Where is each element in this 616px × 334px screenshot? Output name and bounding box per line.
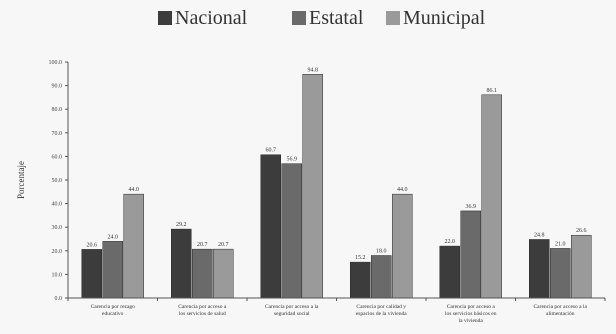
legend-label: Nacional: [175, 7, 248, 29]
legend-item-nacional: Nacional: [158, 7, 248, 29]
y-tick-label: 40.0: [52, 202, 63, 208]
bar-group: 15.2 18.0 44.0: [350, 187, 413, 299]
y-tick-label: 0.0: [55, 296, 63, 302]
data-label: 15.2: [355, 255, 366, 261]
y-tick-label: 60.0: [52, 154, 63, 160]
data-label: 56.9: [287, 157, 298, 163]
bar-municipal: [123, 193, 144, 299]
legend-swatch: [158, 11, 172, 25]
data-label: 20.7: [197, 242, 208, 248]
bar-group: 22.0 36.9 86.1: [439, 88, 502, 299]
x-tick-label: Carencia por acceso a los servicios básic…: [445, 304, 497, 324]
data-label: 20.6: [87, 242, 98, 248]
y-axis: 0.0 10.0 20.0 30.0 40.0 50.0 60.0 70.0 80.0 90.0 1…: [16, 60, 69, 302]
data-label: 21.0: [555, 241, 566, 247]
data-label: 94.8: [308, 67, 319, 73]
data-label: 24.0: [108, 234, 119, 240]
x-tick-label: Carencia por rezago educativo: [91, 304, 136, 317]
bar-nacional: [260, 154, 281, 299]
y-tick-label: 90.0: [52, 84, 63, 90]
bar-group: 24.8 21.0 26.6: [529, 228, 592, 299]
bar-nacional: [81, 249, 102, 299]
bar-municipal: [392, 193, 413, 299]
bar-estatal: [281, 163, 302, 299]
legend-item-municipal: Municipal: [386, 7, 486, 29]
bar-nacional: [439, 245, 460, 299]
data-label: 44.0: [129, 187, 140, 193]
y-tick-label: 80.0: [52, 107, 63, 113]
bar-municipal: [302, 74, 323, 299]
legend: Nacional Estatal Municipal: [158, 7, 486, 29]
x-axis: Carencia por rezago educativo Carencia por…: [67, 297, 606, 324]
legend-item-estatal: Estatal: [292, 7, 364, 29]
bar-estatal: [192, 248, 213, 299]
bar-estatal: [550, 248, 571, 299]
legend-swatch: [386, 11, 400, 25]
data-label: 20.7: [218, 242, 229, 248]
bar-municipal: [571, 234, 592, 299]
bar-nacional: [171, 228, 192, 299]
data-label: 60.7: [266, 148, 277, 154]
x-tick-label: Carencia por calidad y espacios de la viv…: [356, 304, 407, 317]
y-tick-label: 10.0: [52, 272, 63, 278]
bars: 20.6 24.0 44.0 29.2 20.7 20.7 60.7 56.9 94.8 15.2…: [81, 67, 592, 299]
legend-label: Estatal: [309, 7, 364, 29]
y-tick-label: 100.0: [49, 60, 63, 66]
y-tick-label: 50.0: [52, 178, 63, 184]
bar-nacional: [350, 261, 371, 299]
y-tick-label: 20.0: [52, 249, 63, 255]
data-label: 24.8: [534, 232, 545, 238]
data-label: 29.2: [176, 222, 187, 228]
y-tick-label: 30.0: [52, 225, 63, 231]
x-tick-label: Carencia por acceso a la alimentación: [534, 304, 588, 317]
legend-swatch: [292, 11, 306, 25]
data-label: 18.0: [376, 249, 387, 255]
bar-estatal: [460, 210, 481, 299]
legend-label: Municipal: [403, 7, 486, 29]
bar-estatal: [371, 255, 392, 299]
bar-nacional: [529, 239, 550, 299]
bar-group: 60.7 56.9 94.8: [260, 67, 323, 299]
data-label: 36.9: [466, 204, 477, 210]
bar-estatal: [102, 241, 123, 299]
x-tick-label: Carencia por acceso a los servicios de sa…: [178, 304, 227, 317]
data-label: 44.0: [397, 187, 408, 193]
bar-group: 20.6 24.0 44.0: [81, 187, 144, 299]
bar-municipal: [481, 94, 502, 299]
y-axis-title: Porcentaje: [16, 161, 26, 199]
data-label: 22.0: [445, 239, 456, 245]
y-tick-label: 70.0: [52, 131, 63, 137]
data-label: 86.1: [487, 88, 498, 94]
x-tick-label: Carencia por acceso a la seguridad social: [265, 304, 319, 317]
bar-group: 29.2 20.7 20.7: [171, 222, 234, 299]
bar-municipal: [213, 248, 234, 299]
data-label: 26.6: [576, 228, 587, 234]
